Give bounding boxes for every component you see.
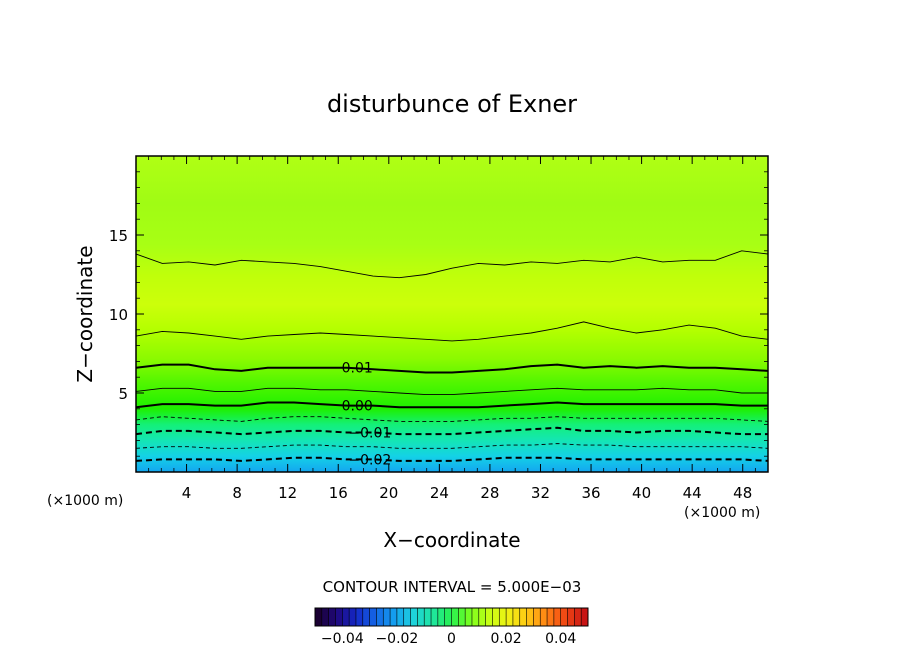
x-tick-label: 24 bbox=[430, 484, 449, 502]
x-tick-label: 44 bbox=[683, 484, 702, 502]
colorbar-swatch bbox=[581, 608, 589, 626]
colorbar-swatch bbox=[335, 608, 343, 626]
colorbar-tick-label: 0.04 bbox=[545, 631, 576, 647]
x-tick-label: 28 bbox=[480, 484, 499, 502]
colorbar-swatch bbox=[349, 608, 357, 626]
contour-line bbox=[136, 401, 768, 409]
contour-line bbox=[136, 363, 768, 374]
x-tick-label: 48 bbox=[733, 484, 752, 502]
colorbar-swatch bbox=[328, 608, 336, 626]
colorbar-tick-label: −0.02 bbox=[375, 631, 418, 647]
plot-area bbox=[136, 156, 768, 472]
x-axis-label: X−coordinate bbox=[383, 528, 520, 552]
x-tick-label: 32 bbox=[531, 484, 550, 502]
y-axis-label: Z−coordinate bbox=[73, 245, 97, 382]
colorbar-swatch bbox=[396, 608, 405, 626]
chart-title: disturbunce of Exner bbox=[327, 90, 577, 118]
x-tick-label: 20 bbox=[379, 484, 398, 502]
colorbar-swatch bbox=[437, 608, 446, 626]
x-tick-label: 36 bbox=[581, 484, 600, 502]
contour-line bbox=[136, 321, 768, 342]
contour-lines bbox=[136, 250, 768, 462]
colorbar-swatch bbox=[376, 608, 384, 626]
colorbar-swatch bbox=[403, 608, 412, 626]
y-tick-label: 10 bbox=[109, 306, 128, 324]
y-axis-unit: (×1000 m) bbox=[47, 493, 123, 509]
colorbar-swatch bbox=[458, 608, 466, 626]
colorbar-swatch bbox=[383, 608, 391, 626]
colorbar-swatch bbox=[451, 608, 459, 626]
colorbar-swatch bbox=[485, 608, 493, 626]
contour-line bbox=[136, 443, 768, 449]
colorbar-swatch bbox=[526, 608, 534, 626]
x-tick-label: 40 bbox=[632, 484, 651, 502]
colorbar-swatch bbox=[444, 608, 452, 626]
colorbar-swatch bbox=[547, 608, 555, 626]
colorbar-swatch bbox=[369, 608, 377, 626]
colorbar-swatch bbox=[471, 608, 480, 626]
x-tick-label: 4 bbox=[182, 484, 192, 502]
contour-line bbox=[136, 426, 768, 436]
contour-interval-text: CONTOUR INTERVAL = 5.000E−03 bbox=[323, 578, 582, 596]
colorbar-frame bbox=[314, 607, 589, 627]
contour-line bbox=[136, 416, 768, 422]
colorbar-swatch bbox=[342, 608, 350, 626]
colorbar-swatch bbox=[390, 608, 398, 626]
colorbar-swatch bbox=[465, 608, 473, 626]
contour-label: 0.01 bbox=[342, 361, 373, 377]
x-tick-label: 16 bbox=[329, 484, 348, 502]
colorbar-swatch bbox=[431, 608, 439, 626]
colorbar-swatch bbox=[560, 608, 569, 626]
colorbar-swatch bbox=[417, 608, 425, 626]
colorbar-swatch bbox=[567, 608, 575, 626]
colorbar-swatch bbox=[424, 608, 432, 626]
colorbar-swatch bbox=[478, 608, 487, 626]
x-axis-unit: (×1000 m) bbox=[684, 505, 760, 521]
colorbar-tick-label: 0.02 bbox=[491, 631, 522, 647]
contour-label: −0.01 bbox=[348, 426, 391, 442]
colorbar-swatch bbox=[533, 608, 541, 626]
colorbar-swatch bbox=[355, 608, 364, 626]
colorbar-swatch bbox=[506, 608, 514, 626]
x-tick-label: 12 bbox=[278, 484, 297, 502]
contour-line bbox=[136, 250, 768, 279]
field-fill bbox=[136, 156, 768, 472]
contour-label: −0.02 bbox=[348, 452, 391, 468]
colorbar-swatch bbox=[499, 608, 507, 626]
x-tick-label: 8 bbox=[232, 484, 242, 502]
colorbar-tick-label: 0 bbox=[447, 631, 456, 647]
contour-label: 0.00 bbox=[342, 399, 373, 415]
colorbar-swatch bbox=[553, 608, 562, 626]
colorbar-swatch bbox=[519, 608, 528, 626]
y-tick-label: 15 bbox=[109, 227, 128, 245]
colorbar: −0.04 −0.02 0 0.02 0.04 bbox=[314, 607, 589, 647]
colorbar-swatch bbox=[362, 608, 371, 626]
colorbar-swatch bbox=[512, 608, 521, 626]
colorbar-swatch bbox=[540, 608, 548, 626]
colorbar-swatch bbox=[410, 608, 418, 626]
colorbar-swatch bbox=[574, 608, 582, 626]
contour-line bbox=[136, 387, 768, 396]
colorbar-swatch bbox=[492, 608, 500, 626]
colorbar-swatch bbox=[315, 608, 323, 626]
colorbar-tick-label: −0.04 bbox=[321, 631, 364, 647]
y-tick-label: 5 bbox=[118, 385, 128, 403]
contour-line bbox=[136, 456, 768, 462]
colorbar-swatch bbox=[321, 608, 330, 626]
